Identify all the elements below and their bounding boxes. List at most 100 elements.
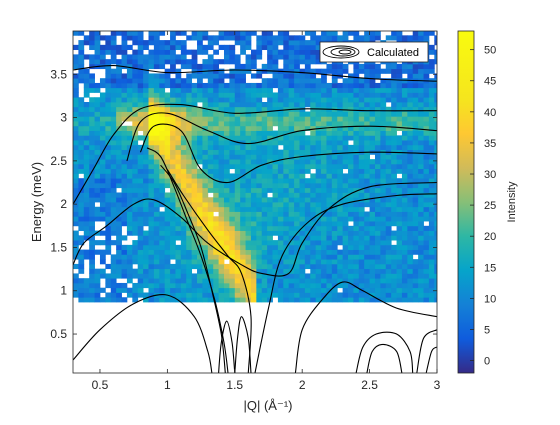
heatmap-cell [428, 182, 435, 189]
heatmap-cell [170, 163, 176, 170]
heatmap-cell [304, 192, 311, 198]
heatmap-cell [353, 221, 360, 227]
heatmap-cell [304, 197, 311, 203]
heatmap-cell [245, 249, 252, 255]
heatmap-cell [164, 244, 171, 251]
heatmap-cell [223, 121, 230, 127]
heatmap-cell [83, 106, 90, 112]
heatmap-cell [83, 211, 90, 217]
heatmap-cell [78, 106, 85, 112]
heatmap-cell [294, 240, 300, 246]
heatmap-cell [105, 35, 112, 41]
heatmap-cell [234, 225, 241, 231]
heatmap-cell [73, 182, 79, 189]
heatmap-cell [337, 254, 344, 260]
heatmap-cell [353, 168, 360, 174]
heatmap-cell [353, 197, 360, 203]
heatmap-cell [299, 87, 306, 93]
heatmap-cell [374, 121, 381, 127]
heatmap-cell [407, 235, 414, 241]
heatmap-cell [105, 78, 112, 84]
heatmap-cell [197, 221, 203, 227]
heatmap-cell [294, 225, 300, 231]
heatmap-cell [83, 87, 90, 93]
heatmap-cell [321, 121, 327, 127]
heatmap-cell [342, 144, 349, 151]
heatmap-cell [218, 92, 225, 98]
heatmap-cell [434, 240, 437, 246]
heatmap-cell [385, 159, 392, 165]
heatmap-cell [256, 44, 263, 51]
heatmap-cell [407, 168, 414, 174]
heatmap-cell [321, 173, 327, 179]
heatmap-cell [434, 268, 437, 274]
heatmap-cell [250, 202, 257, 208]
heatmap-cell [207, 40, 214, 46]
heatmap-cell [126, 230, 133, 236]
heatmap-cell [143, 59, 149, 65]
heatmap-cell [73, 163, 79, 170]
heatmap-cell [229, 182, 236, 189]
heatmap-cell [153, 92, 160, 98]
heatmap-cell [207, 130, 214, 136]
heatmap-cell [294, 202, 300, 208]
heatmap-cell [364, 254, 370, 260]
heatmap-cell [364, 135, 370, 141]
heatmap-cell [277, 197, 284, 203]
heatmap-cell [218, 140, 225, 146]
heatmap-cell [121, 154, 128, 160]
heatmap-cell [240, 297, 246, 303]
heatmap-cell [294, 59, 300, 65]
heatmap-cell [132, 168, 139, 174]
heatmap-cell [358, 211, 365, 217]
heatmap-cell [137, 102, 144, 108]
heatmap-cell [197, 121, 203, 127]
heatmap-cell [418, 249, 424, 255]
heatmap-cell [116, 49, 122, 55]
heatmap-cell [110, 282, 117, 289]
heatmap-cell [180, 168, 187, 174]
heatmap-cell [428, 63, 435, 70]
heatmap-cell [337, 135, 344, 141]
heatmap-cell [407, 92, 414, 98]
heatmap-cell [137, 135, 144, 141]
heatmap-cell [304, 178, 311, 184]
heatmap-cell [385, 263, 392, 270]
heatmap-cell [116, 287, 122, 293]
heatmap-cell [126, 144, 133, 151]
heatmap-cell [385, 106, 392, 112]
heatmap-cell [294, 44, 300, 51]
heatmap-cell [342, 211, 349, 217]
heatmap-cell [143, 297, 149, 303]
heatmap-cell [321, 263, 327, 270]
heatmap-cell [202, 102, 209, 108]
heatmap-cell [434, 263, 437, 270]
heatmap-cell [407, 135, 414, 141]
heatmap-cell [191, 178, 198, 184]
heatmap-cell [315, 40, 322, 46]
heatmap-cell [159, 63, 166, 70]
heatmap-cell [110, 202, 117, 208]
heatmap-cell [143, 116, 149, 122]
heatmap-cell [89, 206, 95, 212]
heatmap-cell [153, 44, 160, 51]
heatmap-cell [428, 187, 435, 193]
heatmap-cell [143, 97, 149, 103]
heatmap-cell [380, 292, 387, 298]
heatmap-cell [358, 68, 365, 74]
heatmap-cell [315, 273, 322, 279]
heatmap-cell [89, 197, 95, 203]
heatmap-cell [418, 106, 424, 112]
heatmap-cell [89, 216, 95, 222]
heatmap-cell [418, 254, 424, 260]
heatmap-cell [73, 111, 79, 117]
heatmap-cell [385, 82, 392, 89]
heatmap-cell [418, 63, 424, 70]
heatmap-cell [385, 259, 392, 265]
heatmap-cell [234, 40, 241, 46]
heatmap-cell [261, 87, 268, 93]
heatmap-cell [412, 116, 419, 122]
heatmap-cell [315, 49, 322, 55]
heatmap-cell [240, 192, 246, 198]
heatmap-cell [299, 221, 306, 227]
